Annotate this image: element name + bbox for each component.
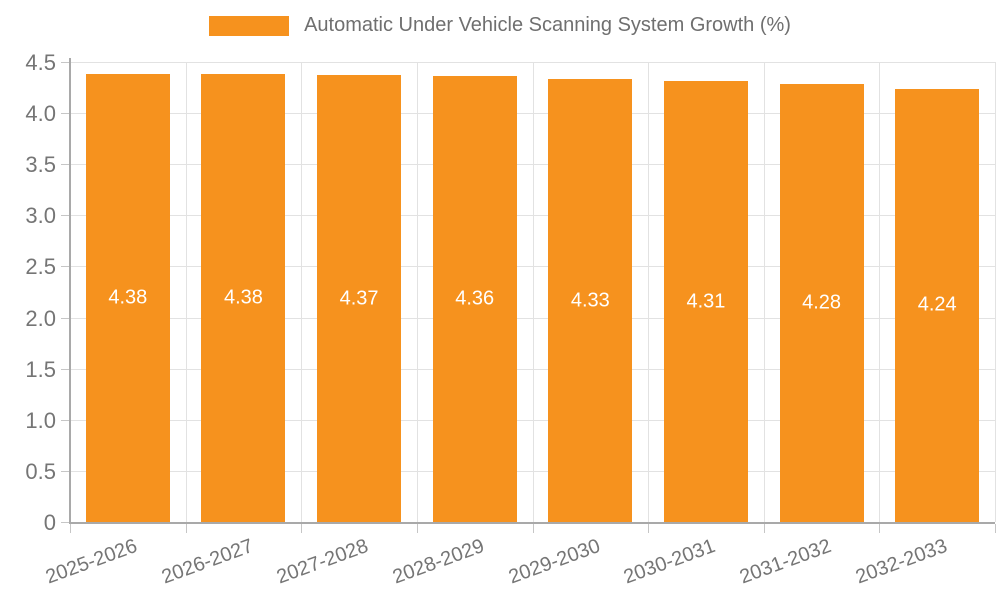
x-axis-label: 2032-2033 bbox=[852, 535, 950, 589]
x-axis-tick bbox=[879, 524, 881, 533]
bar bbox=[780, 84, 864, 522]
y-axis-tick-label: 2.5 bbox=[25, 254, 56, 280]
y-axis-tick-label: 0.5 bbox=[25, 458, 56, 484]
y-axis-tick bbox=[61, 470, 70, 472]
bar bbox=[548, 79, 632, 522]
y-axis-tick bbox=[61, 62, 70, 63]
y-axis-tick-label: 3.0 bbox=[25, 203, 56, 229]
x-axis-label: 2029-2030 bbox=[505, 535, 603, 589]
y-axis-tick-label: 2.0 bbox=[25, 305, 56, 331]
y-axis-tick bbox=[61, 164, 70, 166]
x-gridline bbox=[185, 62, 187, 522]
y-axis-tick bbox=[61, 522, 70, 523]
bar bbox=[201, 74, 285, 522]
legend-swatch bbox=[209, 15, 290, 36]
y-axis-tick bbox=[61, 317, 70, 319]
bar bbox=[664, 81, 748, 522]
bar-value-label: 4.31 bbox=[686, 290, 726, 313]
y-axis-tick bbox=[61, 215, 70, 217]
bar-value-label: 4.33 bbox=[570, 289, 610, 312]
x-axis-label: 2027-2028 bbox=[274, 535, 372, 589]
y-axis-line bbox=[69, 58, 71, 524]
legend-label: Automatic Under Vehicle Scanning System … bbox=[304, 14, 791, 36]
x-axis-tick bbox=[995, 524, 996, 533]
x-gridline bbox=[301, 62, 303, 522]
y-axis-tick-label: 4.0 bbox=[25, 101, 56, 127]
x-axis-tick bbox=[301, 524, 303, 533]
bar-value-label: 4.37 bbox=[339, 287, 379, 310]
x-axis-line bbox=[69, 522, 995, 524]
y-axis-tick bbox=[61, 113, 70, 115]
x-axis-label: 2030-2031 bbox=[621, 535, 719, 589]
x-axis-tick bbox=[416, 524, 418, 533]
x-gridline bbox=[416, 62, 418, 522]
x-axis-label: 2025-2026 bbox=[42, 535, 141, 589]
y-axis-tick bbox=[61, 368, 70, 370]
x-axis-label: 2028-2029 bbox=[389, 535, 488, 589]
y-axis-tick-label: 0 bbox=[43, 510, 56, 535]
y-axis-tick-label: 1.5 bbox=[25, 356, 56, 382]
bar-value-label: 4.38 bbox=[223, 286, 263, 309]
x-gridline bbox=[532, 62, 534, 522]
x-axis-tick bbox=[185, 524, 187, 533]
bar-value-label: 4.36 bbox=[455, 287, 495, 310]
x-axis-label: 2031-2032 bbox=[736, 535, 835, 589]
bar bbox=[895, 88, 979, 522]
y-axis-tick-label: 3.5 bbox=[25, 152, 56, 178]
bar-value-label: 4.28 bbox=[802, 291, 842, 314]
bar bbox=[433, 76, 517, 522]
y-axis-tick bbox=[61, 266, 70, 268]
bar bbox=[317, 75, 401, 522]
y-axis-tick-label: 1.0 bbox=[25, 407, 56, 433]
x-axis-label: 2026-2027 bbox=[158, 535, 256, 589]
x-gridline bbox=[879, 62, 881, 522]
x-gridline bbox=[648, 62, 650, 522]
y-axis-tick bbox=[61, 419, 70, 421]
x-gridline bbox=[995, 62, 996, 522]
y-axis-tick-label: 4.5 bbox=[25, 50, 56, 75]
x-axis-tick bbox=[70, 524, 71, 533]
bar-value-label: 4.38 bbox=[108, 286, 148, 309]
bar-value-label: 4.24 bbox=[917, 293, 957, 316]
x-gridline bbox=[763, 62, 765, 522]
x-axis-tick bbox=[648, 524, 650, 533]
x-axis-tick bbox=[532, 524, 534, 533]
bar bbox=[86, 74, 170, 522]
x-axis-tick bbox=[763, 524, 765, 533]
legend: Automatic Under Vehicle Scanning System … bbox=[0, 14, 1000, 37]
